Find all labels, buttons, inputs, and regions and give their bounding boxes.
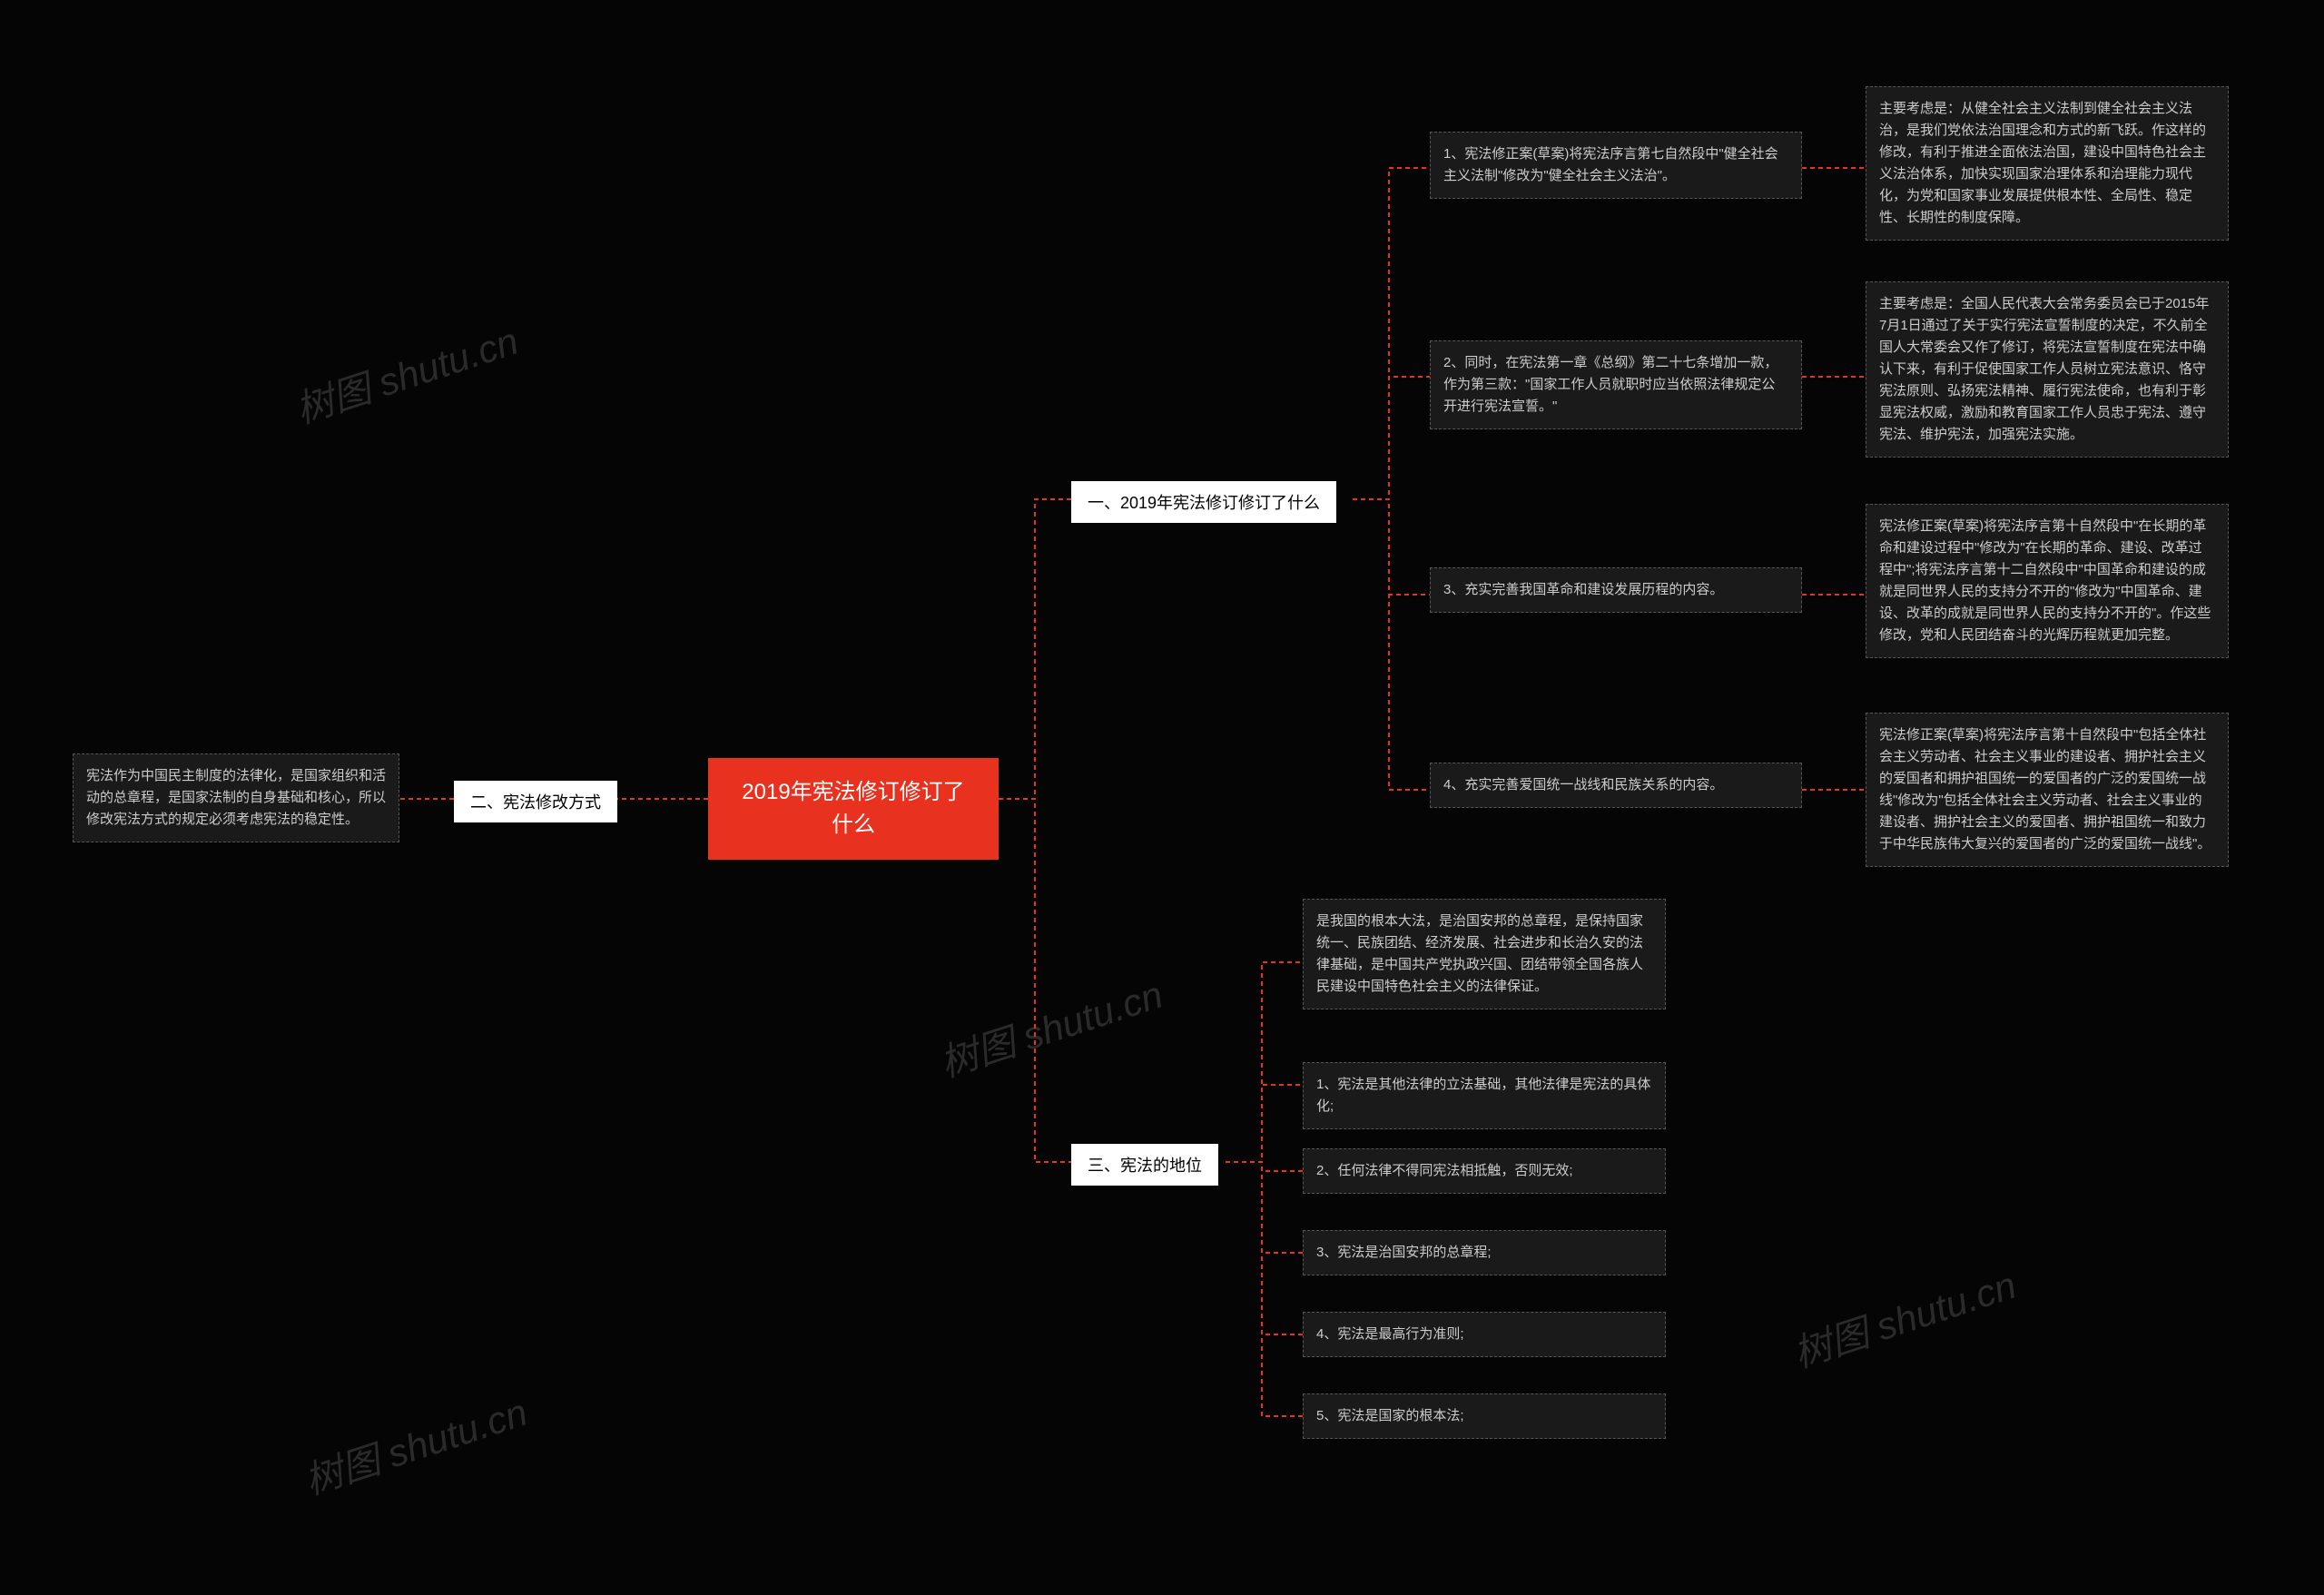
watermark: 树图 shutu.cn [932,964,1169,1088]
leaf-b3-item1: 1、宪法是其他法律的立法基础，其他法律是宪法的具体化; [1303,1062,1666,1129]
leaf-b1-item2: 2、同时，在宪法第一章《总纲》第二十七条增加一款，作为第三款："国家工作人员就职… [1430,340,1802,429]
branch-node-1[interactable]: 一、2019年宪法修订修订了什么 [1071,481,1336,523]
leaf-b3-item5: 5、宪法是国家的根本法; [1303,1393,1666,1439]
leaf-b3-item4: 4、宪法是最高行为准则; [1303,1312,1666,1357]
leaf-b1-item4-detail: 宪法修正案(草案)将宪法序言第十自然段中"包括全体社会主义劳动者、社会主义事业的… [1866,713,2229,867]
leaf-b1-item1-detail: 主要考虑是：从健全社会主义法制到健全社会主义法治，是我们党依法治国理念和方式的新… [1866,86,2229,241]
leaf-b3-item3: 3、宪法是治国安邦的总章程; [1303,1230,1666,1275]
leaf-branch2-detail: 宪法作为中国民主制度的法律化，是国家组织和活动的总章程，是国家法制的自身基础和核… [73,753,399,842]
root-node[interactable]: 2019年宪法修订修订了什么 [708,758,999,860]
branch-node-2[interactable]: 二、宪法修改方式 [454,781,617,822]
leaf-b1-item1: 1、宪法修正案(草案)将宪法序言第七自然段中"健全社会主义法制"修改为"健全社会… [1430,132,1802,199]
leaf-b3-item0: 是我国的根本大法，是治国安邦的总章程，是保持国家统一、民族团结、经济发展、社会进… [1303,899,1666,1009]
leaf-b1-item3: 3、充实完善我国革命和建设发展历程的内容。 [1430,567,1802,613]
leaf-b3-item2: 2、任何法律不得同宪法相抵触，否则无效; [1303,1148,1666,1194]
leaf-b1-item4: 4、充实完善爱国统一战线和民族关系的内容。 [1430,763,1802,808]
watermark: 树图 shutu.cn [297,1382,534,1506]
leaf-b1-item2-detail: 主要考虑是：全国人民代表大会常务委员会已于2015年7月1日通过了关于实行宪法宣… [1866,281,2229,458]
leaf-b1-item3-detail: 宪法修正案(草案)将宪法序言第十自然段中"在长期的革命和建设过程中"修改为"在长… [1866,504,2229,658]
branch-node-3[interactable]: 三、宪法的地位 [1071,1144,1218,1186]
watermark: 树图 shutu.cn [288,310,525,435]
watermark: 树图 shutu.cn [1786,1255,2023,1379]
